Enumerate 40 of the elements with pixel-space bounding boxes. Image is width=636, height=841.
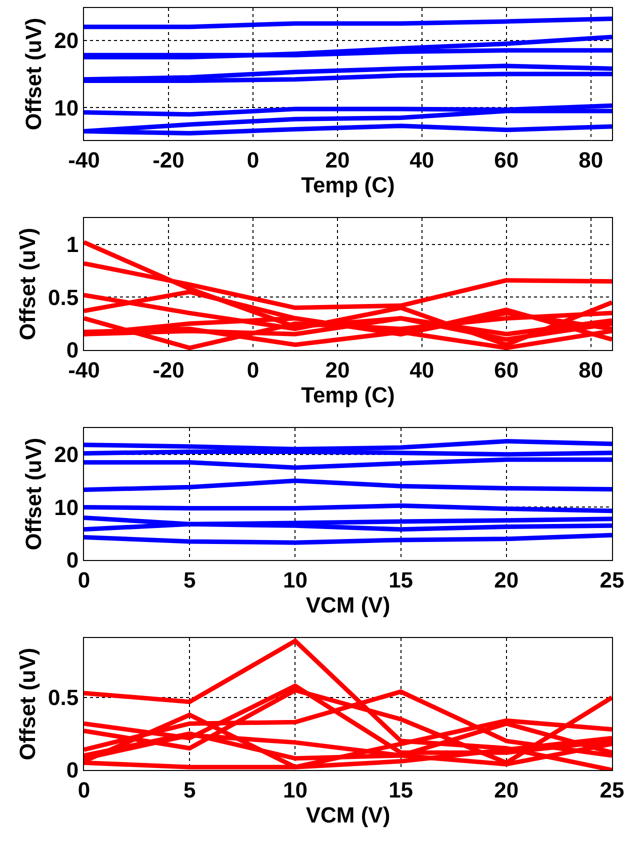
x-axis-title: Temp (C)	[301, 382, 395, 408]
x-tick-label: 20	[325, 147, 350, 172]
x-tick-label: 20	[494, 777, 519, 802]
x-tick-label: -20	[152, 147, 184, 172]
x-tick-label: 0	[246, 357, 260, 382]
x-tick-label: -20	[152, 357, 184, 382]
x-axis-title: VCM (V)	[306, 802, 390, 828]
y-tick-label: 0	[66, 548, 79, 573]
y-tick-label: 0	[66, 758, 79, 783]
x-tick-label: 20	[494, 567, 519, 592]
x-axis-title: VCM (V)	[306, 592, 390, 618]
y-axis-title: Offset (uV)	[14, 228, 40, 340]
x-tick-label: 40	[410, 357, 434, 382]
x-tick-label: 15	[388, 777, 414, 802]
x-tick-label: 25	[600, 777, 624, 802]
x-tick-label: 40	[410, 147, 434, 172]
x-tick-label: 80	[578, 357, 604, 382]
y-tick-label: 10	[54, 494, 79, 520]
x-tick-label: 10	[282, 777, 308, 802]
x-tick-label: 80	[578, 147, 604, 172]
x-tick-label: 0	[246, 147, 260, 172]
x-tick-label: 15	[388, 567, 414, 592]
x-tick-label: 10	[282, 567, 308, 592]
x-tick-label: 60	[494, 357, 519, 382]
y-tick-label: 20	[54, 28, 79, 54]
x-tick-label: 25	[600, 567, 624, 592]
y-tick-label: 1	[66, 232, 79, 258]
x-tick-label: 20	[325, 357, 350, 382]
x-tick-label: -40	[68, 147, 100, 172]
x-tick-label: 5	[183, 777, 196, 802]
y-tick-label: 10	[54, 95, 79, 120]
y-axis-title: Offset (uV)	[14, 648, 40, 760]
x-tick-label: 60	[494, 147, 519, 172]
y-tick-label: 0.5	[48, 685, 79, 710]
x-axis-title: Temp (C)	[301, 172, 395, 198]
y-tick-label: 20	[54, 442, 79, 468]
y-tick-label: 0.5	[48, 284, 79, 310]
y-axis-title: Offset (uV)	[20, 18, 46, 130]
y-axis-title: Offset (uV)	[20, 438, 46, 550]
x-tick-label: 5	[183, 567, 196, 592]
